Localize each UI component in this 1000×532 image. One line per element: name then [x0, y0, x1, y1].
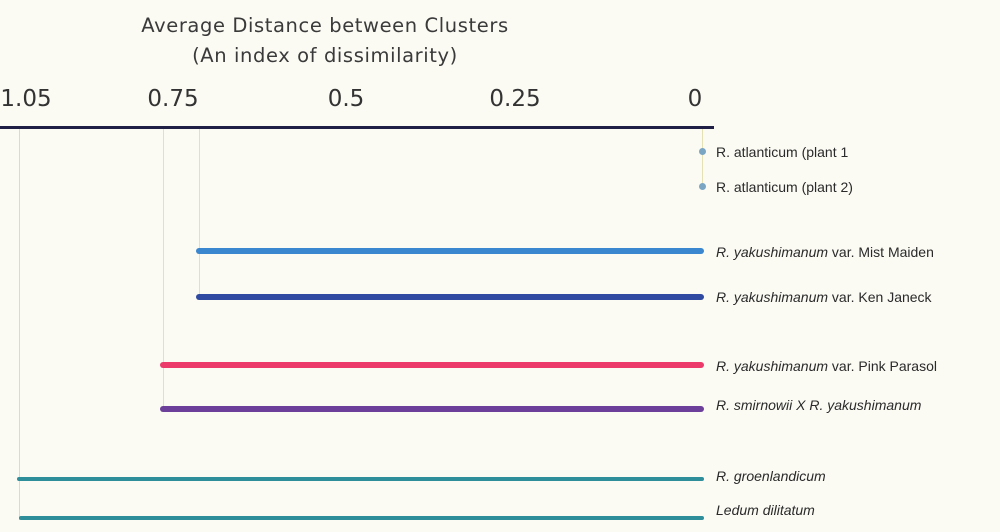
branch-pink-parasol — [160, 362, 704, 368]
connector-groenlandicum-ledum — [19, 129, 20, 520]
leaf-label-mist-maiden: R. yakushimanum var. Mist Maiden — [716, 244, 934, 260]
leaf-label-groenlandicum: R. groenlandicum — [716, 468, 826, 484]
connector-atlanticum — [702, 129, 703, 189]
tick-label: 0.25 — [489, 86, 541, 112]
connector-mist-ken — [199, 129, 200, 299]
leaf-dot-atlanticum-2 — [699, 183, 706, 190]
tick-label: 0.5 — [327, 86, 365, 112]
leaf-label-smirnowii: R. smirnowii X R. yakushimanum — [716, 397, 922, 413]
branch-mist-maiden — [196, 248, 704, 254]
leaf-label-ledum: Ledum dilitatum — [716, 502, 815, 518]
leaf-label-ken-janeck: R. yakushimanum var. Ken Janeck — [716, 289, 932, 305]
branch-groenlandicum — [17, 477, 704, 481]
leaf-label-atlanticum-2: R. atlanticum (plant 2) — [716, 179, 853, 195]
leaf-label-pink-parasol: R. yakushimanum var. Pink Parasol — [716, 358, 937, 374]
leaf-dot-atlanticum-1 — [699, 148, 706, 155]
branch-ledum — [19, 516, 704, 520]
chart-subtitle: (An index of dissimilarity) — [192, 44, 458, 67]
connector-pink-smirnowii — [163, 129, 164, 411]
branch-ken-janeck — [196, 294, 704, 300]
branch-smirnowii — [160, 406, 704, 412]
tick-label: 0 — [687, 86, 703, 112]
chart-title-line1: Average Distance between Clusters — [141, 14, 509, 37]
tick-label: 0.75 — [147, 86, 199, 112]
leaf-label-atlanticum-1: R. atlanticum (plant 1 — [716, 144, 849, 160]
tick-label: 1.05 — [0, 86, 52, 112]
axis-line — [0, 126, 714, 129]
